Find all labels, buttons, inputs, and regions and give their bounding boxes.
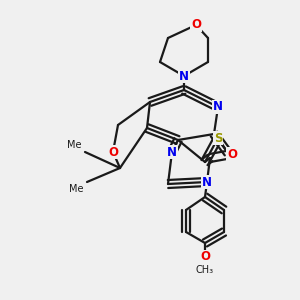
Text: N: N [167, 146, 177, 158]
Text: N: N [202, 176, 212, 188]
Text: Me: Me [70, 184, 84, 194]
Text: O: O [108, 146, 118, 158]
Text: N: N [179, 70, 189, 83]
Text: O: O [200, 250, 210, 263]
Text: O: O [227, 148, 237, 160]
Text: S: S [214, 131, 222, 145]
Text: O: O [191, 19, 201, 32]
Text: N: N [213, 100, 223, 113]
Text: CH₃: CH₃ [196, 265, 214, 275]
Text: Me: Me [68, 140, 82, 150]
